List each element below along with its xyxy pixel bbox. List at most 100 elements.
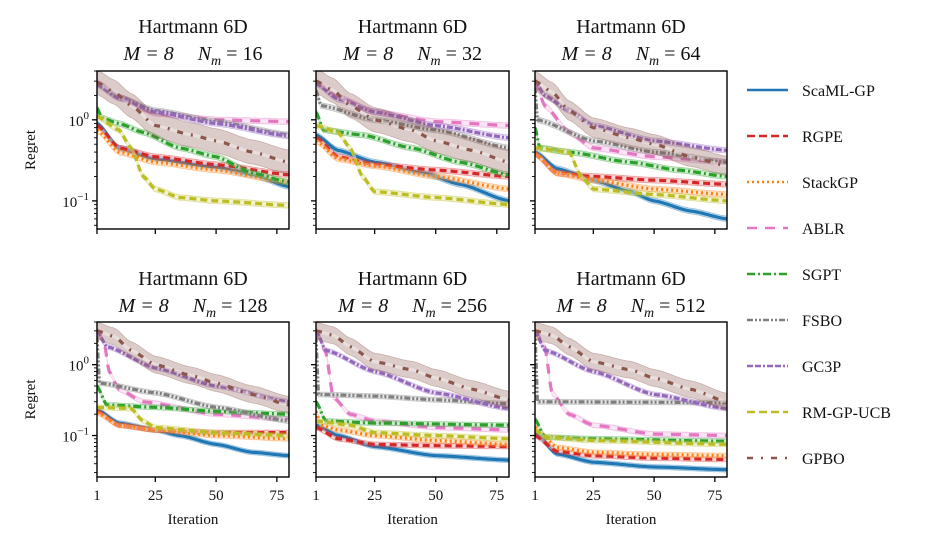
subplot-5: Hartmann 6D M = 8 Nm = 256 1 25 50 75 Iteration (311, 268, 510, 528)
subplot-2: Hartmann 6D M = 8 Nm = 32 (311, 16, 510, 234)
subplot-grid: Hartmann 6DM = 8 Nm = 1610010−1RegretHart… (23, 16, 728, 528)
x-tick-label: 75 (707, 488, 722, 504)
series-line-stackgp (97, 411, 289, 441)
confidence-band-gc3p (535, 77, 727, 154)
series-line-fsbo (316, 89, 509, 150)
x-tick-label: 25 (586, 488, 601, 504)
series-line-fsbo (535, 87, 727, 164)
confidence-band-gpbo (97, 71, 289, 175)
series-line-rm-gp-ucb (535, 428, 727, 446)
axes-frame (534, 70, 728, 230)
subplot-subtitle: M = 8 Nm = 512 (556, 295, 706, 321)
series-line-ablr (97, 329, 289, 421)
subplot-title: Hartmann 6D (138, 268, 247, 290)
confidence-band-sgpt (316, 398, 509, 429)
legend-label: SGPT (802, 267, 841, 284)
x-tick-label: 1 (312, 488, 320, 504)
series-line-rm-gp-ucb (97, 114, 289, 207)
series-line-sgpt (316, 400, 509, 427)
series-line-scaml-gp (535, 431, 727, 472)
series-line-fsbo (97, 336, 289, 423)
confidence-band-fsbo (535, 328, 727, 406)
axes-frame (315, 70, 510, 230)
axes-frame (96, 70, 290, 230)
series-line-rm-gp-ucb (97, 405, 289, 438)
series-line-rgpe (316, 136, 509, 179)
x-tick-label: 75 (269, 488, 284, 504)
legend-item-fsbo: FSBO (747, 313, 842, 330)
series-line-gpbo (97, 80, 289, 164)
subplot-title: Hartmann 6D (358, 268, 467, 290)
x-axis-label: Iteration (387, 512, 438, 528)
legend-item-ablr: ABLR (747, 221, 845, 238)
series-line-rm-gp-ucb (535, 146, 727, 203)
legend: ScaML-GP RGPE StackGP ABLR SGPT FSBO GC3P RM-GP… (747, 83, 891, 468)
y-tick-label: 100 (69, 110, 90, 130)
legend-label: ScaML-GP (802, 83, 875, 100)
legend-item-gpbo: GPBO (747, 451, 845, 468)
y-tick-label: 10−1 (62, 191, 89, 211)
legend-item-rgpe: RGPE (747, 129, 843, 146)
confidence-band-gc3p (316, 327, 509, 412)
series-line-rgpe (316, 425, 509, 449)
series-line-sgpt (97, 107, 289, 184)
x-tick-label: 50 (428, 488, 443, 504)
series-line-gpbo (535, 329, 727, 404)
series-line-rgpe (535, 434, 727, 461)
subplot-title: Hartmann 6D (576, 268, 685, 290)
series-line-gc3p (535, 329, 727, 411)
y-tick-label: 100 (69, 355, 90, 375)
series-line-scaml-gp (316, 423, 509, 462)
legend-label: RM-GP-UCB (802, 405, 891, 422)
series-line-sgpt (535, 127, 727, 179)
confidence-band-gc3p (535, 327, 727, 412)
x-tick-label: 50 (209, 488, 224, 504)
series-line-gpbo (316, 329, 509, 402)
series-line-stackgp (97, 128, 289, 184)
subplot-subtitle: M = 8 Nm = 128 (118, 295, 268, 321)
subplot-title: Hartmann 6D (576, 16, 685, 38)
subplot-subtitle: M = 8 Nm = 16 (123, 43, 263, 69)
series-line-rgpe (97, 124, 289, 177)
series-line-sgpt (316, 111, 509, 177)
axes-frame (315, 321, 510, 478)
series-line-sgpt (97, 385, 289, 416)
subplot-title: Hartmann 6D (138, 16, 247, 38)
legend-label: GC3P (802, 359, 841, 376)
legend-label: FSBO (802, 313, 842, 330)
x-tick-label: 1 (93, 488, 101, 504)
x-axis-label: Iteration (606, 512, 657, 528)
subplot-title: Hartmann 6D (358, 16, 467, 38)
confidence-band-ablr (535, 327, 727, 439)
subplot-3: Hartmann 6D M = 8 Nm = 64 (530, 16, 728, 234)
series-line-gc3p (97, 83, 289, 138)
x-tick-label: 50 (647, 488, 662, 504)
confidence-band-fsbo (316, 333, 509, 407)
subplot-subtitle: M = 8 Nm = 64 (561, 43, 701, 69)
confidence-band-gpbo (316, 71, 509, 175)
subplot-4: Hartmann 6D M = 8 Nm = 128 100 10−1 Regret 1 25… (23, 268, 290, 528)
confidence-band-sgpt (535, 416, 727, 445)
y-axis-label: Regret (23, 379, 39, 420)
legend-item-gc3p: GC3P (747, 359, 841, 376)
legend-label: RGPE (802, 129, 843, 146)
series-line-gc3p (316, 82, 509, 140)
confidence-band-gpbo (535, 322, 727, 411)
confidence-band-fsbo (316, 87, 509, 152)
confidence-band-fsbo (97, 333, 289, 425)
confidence-band-stackgp (316, 137, 509, 193)
y-axis-label: Regret (23, 129, 39, 170)
legend-label: ABLR (802, 221, 845, 238)
legend-item-scaml-gp: ScaML-GP (747, 83, 875, 100)
y-tick-label: 10−1 (62, 426, 89, 446)
legend-item-sgpt: SGPT (747, 267, 841, 284)
confidence-band-gc3p (97, 81, 289, 140)
legend-label: StackGP (802, 175, 858, 192)
axes-frame (96, 321, 290, 478)
confidence-band-rm-gp-ucb (316, 122, 509, 208)
confidence-band-rgpe (535, 432, 727, 463)
series-line-gc3p (535, 79, 727, 152)
axes-frame (534, 321, 728, 478)
subplot-1: Hartmann 6D M = 8 Nm = 16 100 10−1 Regret (23, 16, 290, 234)
